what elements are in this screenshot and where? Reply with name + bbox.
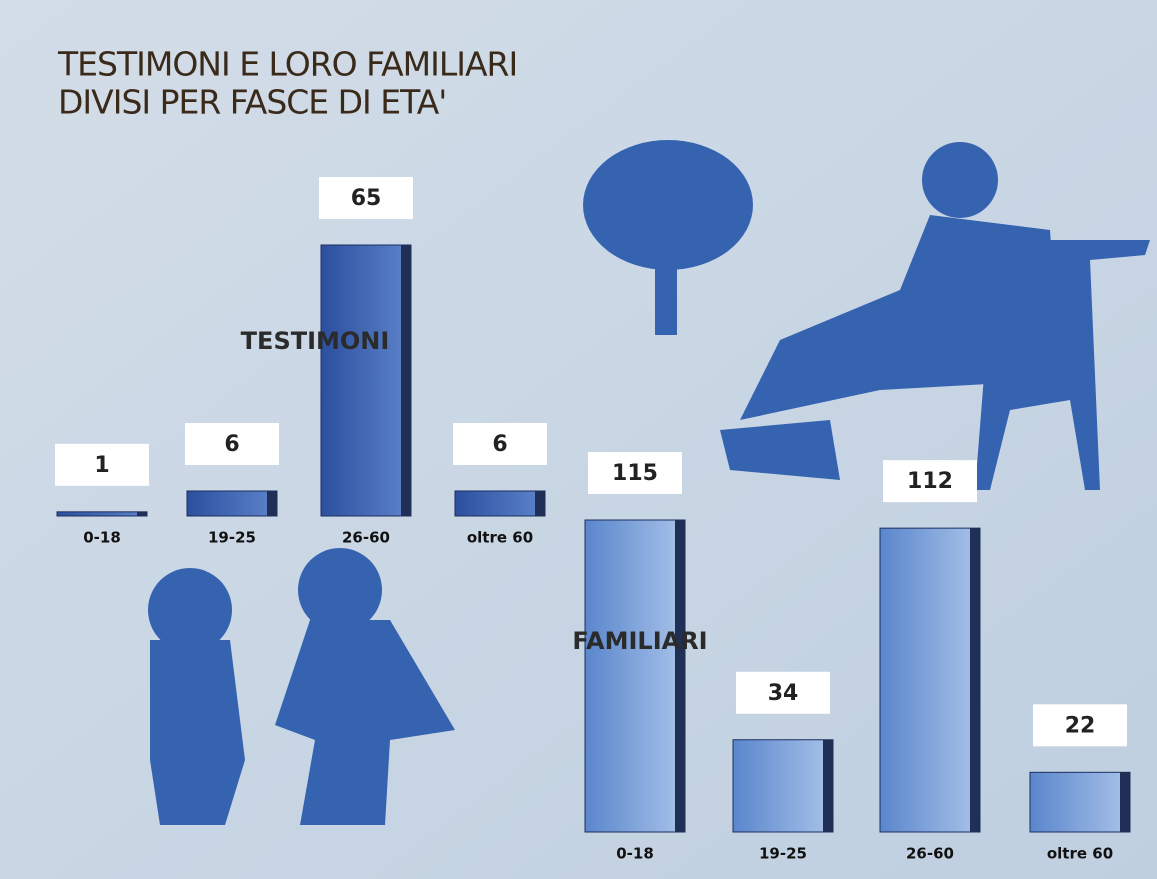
x-tick-label: oltre 60 xyxy=(1047,845,1113,863)
x-tick-label: 26-60 xyxy=(906,845,954,863)
bar xyxy=(584,519,686,833)
child-body xyxy=(275,620,455,825)
bar-side xyxy=(823,739,833,832)
series-label: FAMILIARI xyxy=(572,627,707,655)
x-tick-label: 26-60 xyxy=(342,529,390,547)
title-line: DIVISI PER FASCE DI ETA' xyxy=(58,83,446,122)
bar-side xyxy=(267,490,277,516)
woman-body xyxy=(740,215,1060,420)
x-tick-label: 19-25 xyxy=(759,845,807,863)
bar xyxy=(320,244,412,517)
value-box xyxy=(453,422,547,465)
bar-side xyxy=(970,528,980,832)
woman-feet xyxy=(720,420,840,480)
value-label: 112 xyxy=(907,469,953,494)
bar xyxy=(56,511,148,517)
title-line: TESTIMONI E LORO FAMILIARI xyxy=(57,45,517,84)
value-box xyxy=(185,422,279,465)
bar xyxy=(454,490,546,517)
bar-side xyxy=(535,490,545,516)
child-head xyxy=(298,548,382,632)
chair xyxy=(975,240,1150,490)
decorations xyxy=(148,140,1150,825)
value-label: 1 xyxy=(94,453,109,478)
bar-side xyxy=(401,245,411,516)
child-body xyxy=(150,640,245,825)
bar xyxy=(1029,771,1131,833)
tree-crown xyxy=(583,140,753,270)
x-tick-label: 0-18 xyxy=(616,845,654,863)
value-label: 22 xyxy=(1065,713,1096,738)
child-head xyxy=(148,568,232,652)
value-label: 6 xyxy=(492,432,507,457)
value-label: 34 xyxy=(768,681,799,706)
x-tick-label: 19-25 xyxy=(208,529,256,547)
bar-side xyxy=(675,520,685,832)
bar-side xyxy=(137,511,147,516)
series-label: TESTIMONI xyxy=(241,327,390,355)
woman-head xyxy=(922,142,998,218)
x-tick-label: 0-18 xyxy=(83,529,121,547)
value-label: 6 xyxy=(224,432,239,457)
value-label: 115 xyxy=(612,461,658,486)
value-box xyxy=(1033,704,1127,747)
value-box xyxy=(55,443,149,486)
bar xyxy=(879,527,981,833)
value-label: 65 xyxy=(351,186,382,211)
bar xyxy=(732,739,834,833)
bar-side xyxy=(1120,772,1130,832)
tree-trunk xyxy=(655,250,677,335)
x-tick-label: oltre 60 xyxy=(467,529,533,547)
value-box xyxy=(319,177,413,219)
value-box xyxy=(883,460,977,503)
value-box xyxy=(736,671,830,714)
value-box xyxy=(588,452,682,494)
bar xyxy=(186,490,278,517)
